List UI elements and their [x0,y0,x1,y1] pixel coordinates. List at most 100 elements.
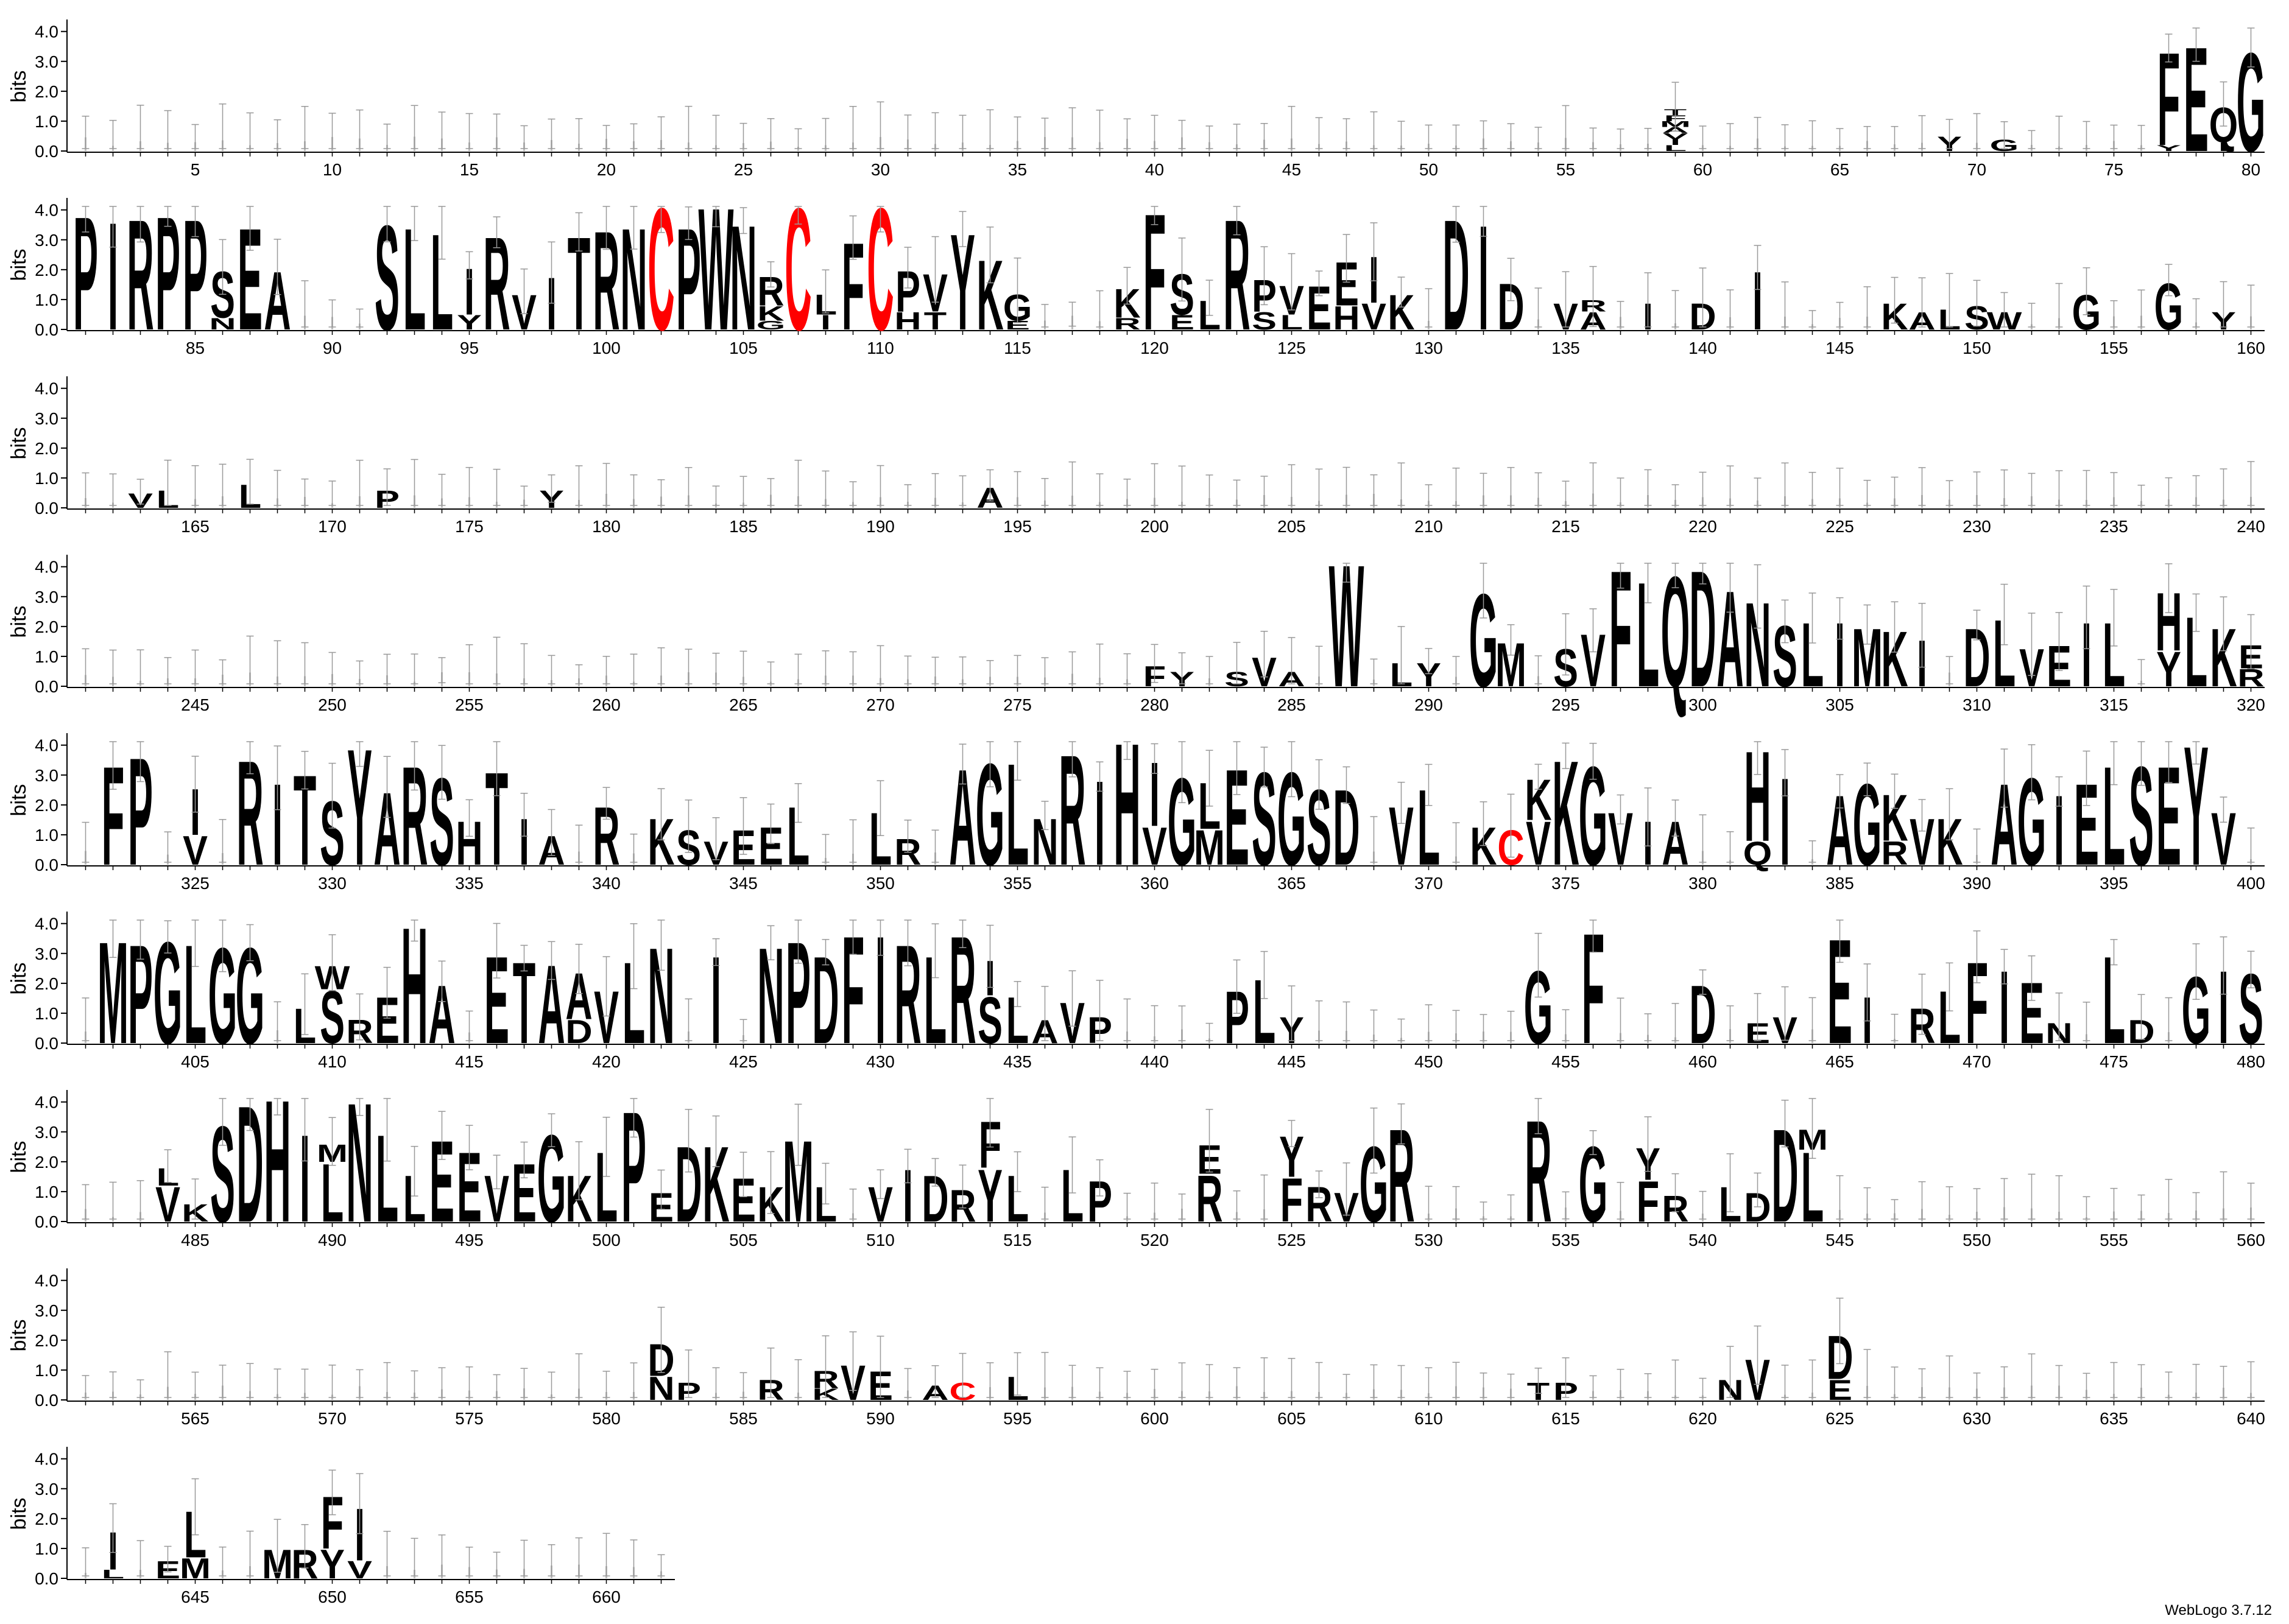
x-tick-label: 325 [181,874,210,893]
y-axis-label: bits [7,1320,30,1352]
x-tick-label: 105 [729,339,758,357]
logo-letter: Y [320,1541,345,1587]
x-tick-label: 25 [734,160,753,179]
x-tick-label: 55 [1556,160,1575,179]
y-tick-label: 4.0 [35,1093,58,1112]
logo-letter: M [1194,821,1225,876]
x-tick-label: 515 [1003,1231,1032,1250]
x-tick-label: 210 [1414,517,1443,536]
x-tick-label: 590 [866,1409,895,1428]
x-tick-label: 160 [2237,339,2265,357]
y-tick-label: 1.0 [35,469,58,488]
y-axis-label: bits [7,427,30,460]
logo-letter: I [300,1108,310,1248]
logo-letter: E [1005,318,1030,332]
logo-letter: C [647,172,674,366]
x-tick-label: 625 [1825,1409,1854,1428]
x-tick-label: 385 [1825,874,1854,893]
logo-row: 0.01.02.03.04.0bitsIMPG405LGGIL410SWREHA… [7,893,2265,1078]
logo-letter: M [180,1552,211,1585]
x-tick-label: 650 [318,1587,347,1606]
y-tick-label: 0.0 [35,499,58,518]
logo-letter: R [1196,1161,1222,1236]
x-tick-label: 275 [1003,695,1032,714]
y-tick-label: 3.0 [35,231,58,250]
x-tick-label: 290 [1414,695,1443,714]
x-tick-label: 620 [1688,1409,1717,1428]
logo-letter: I [2081,604,2092,706]
y-axis-label: bits [7,606,30,638]
y-tick-label: 1.0 [35,290,58,309]
logo-letter: R [1113,315,1140,333]
x-tick-label: 180 [592,517,621,536]
x-tick-label: 115 [1004,339,1031,357]
x-tick-label: 250 [318,695,347,714]
logo-letter: R [1881,835,1908,872]
y-tick-label: 4.0 [35,915,58,933]
logo-letter: I [519,804,529,879]
logo-letter: Y [2156,144,2181,153]
y-tick-label: 3.0 [35,588,58,606]
logo-letter: L [1664,144,1687,153]
logo-letter: V [183,827,208,874]
logo-letter: C [785,172,811,366]
y-tick-label: 4.0 [35,201,58,220]
y-tick-label: 0.0 [35,1034,58,1053]
x-tick-label: 70 [1967,160,1986,179]
logo-letter: K [757,301,784,325]
x-tick-label: 390 [1963,874,1991,893]
x-tick-label: 155 [2100,339,2128,357]
logo-row: 0.01.02.03.04.0bitsIIII565IIIII570IIIII5… [7,1268,2265,1428]
x-tick-label: 585 [729,1409,758,1428]
x-tick-label: 165 [181,517,210,536]
x-tick-label: 175 [455,517,484,536]
x-tick-label: 450 [1414,1052,1443,1071]
logo-letter: I [1670,138,1681,147]
x-tick-label: 260 [592,695,621,714]
y-tick-label: 0.0 [35,1569,58,1588]
x-tick-label: 315 [2100,695,2128,714]
x-tick-label: 60 [1693,160,1712,179]
x-tick-label: 150 [1963,339,1991,357]
x-tick-label: 190 [866,517,895,536]
y-tick-label: 3.0 [35,1480,58,1499]
logo-letter: N [209,315,236,333]
x-tick-label: 10 [323,160,342,179]
x-tick-label: 610 [1414,1409,1443,1428]
logo-letter: I [820,311,831,334]
x-tick-label: 75 [2104,160,2123,179]
x-tick-label: 305 [1825,695,1854,714]
logo-letter: H [1333,300,1360,337]
x-tick-label: 465 [1825,1052,1854,1071]
logo-letter: I [464,255,474,329]
x-tick-label: 630 [1963,1409,1991,1428]
logo-letter: F [1637,1169,1659,1234]
x-tick-label: 595 [1003,1409,1032,1428]
x-tick-label: 440 [1140,1052,1169,1071]
x-tick-label: 550 [1963,1231,1991,1250]
x-tick-label: 295 [1551,695,1580,714]
y-tick-label: 1.0 [35,826,58,845]
x-tick-label: 90 [323,339,342,357]
x-tick-label: 50 [1419,160,1438,179]
x-tick-label: 500 [592,1231,621,1250]
y-tick-label: 0.0 [35,1212,58,1231]
x-tick-label: 425 [729,1052,758,1071]
x-tick-label: 375 [1551,874,1580,893]
x-tick-label: 570 [318,1409,347,1428]
y-axis-label: bits [7,963,30,995]
logo-letter: L [1280,311,1303,334]
x-tick-label: 220 [1688,517,1717,536]
logo-letter: V [1663,132,1688,141]
x-tick-label: 395 [2100,874,2128,893]
y-tick-label: 2.0 [35,796,58,815]
x-tick-label: 195 [1003,517,1032,536]
logo-letter: I [1999,950,2009,1066]
logo-letter: G [757,318,786,332]
logo-letter: D [565,1014,592,1050]
logo-row: 0.01.02.03.04.0bitsIIII5IIIII10IIIII15II… [7,16,2265,183]
x-tick-label: 370 [1414,874,1443,893]
y-tick-label: 0.0 [35,677,58,696]
logo-letter: I [2218,140,2229,154]
